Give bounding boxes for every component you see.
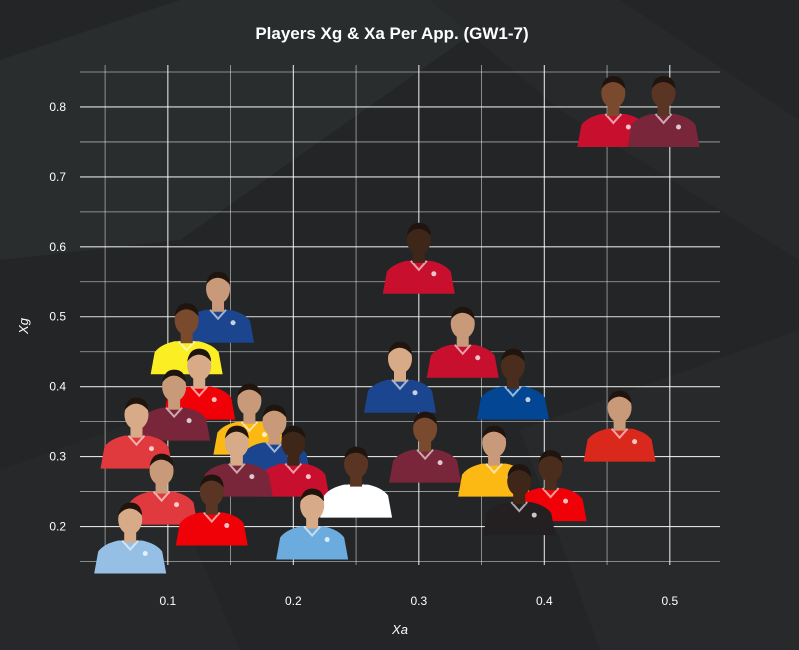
player-point: [583, 390, 656, 462]
y-axis-label: Xg: [16, 317, 31, 335]
player-head: [199, 476, 224, 507]
player-shirt: [389, 449, 462, 483]
player-point: [276, 488, 349, 560]
player-head: [162, 371, 187, 402]
player-shirt: [138, 407, 211, 441]
player-shirt: [125, 491, 198, 525]
player-point: [426, 306, 499, 378]
player-head: [206, 273, 231, 304]
player-shirt: [382, 260, 455, 294]
player-point: [483, 464, 556, 536]
player-head: [224, 427, 249, 458]
player-shirt: [483, 502, 556, 536]
player-head: [300, 490, 325, 521]
player-head: [450, 308, 475, 339]
player-head: [187, 350, 212, 381]
player-point: [138, 369, 211, 441]
player-head: [174, 305, 199, 336]
x-tick-label: 0.2: [285, 594, 302, 608]
x-axis-ticks: 0.1 0.2 0.3 0.4 0.5: [159, 594, 678, 608]
y-tick-label: 0.4: [49, 380, 66, 394]
player-head: [406, 224, 431, 255]
player-shirt: [364, 379, 436, 413]
player-shirt: [182, 309, 255, 343]
x-tick-label: 0.5: [661, 594, 678, 608]
player-point: [320, 446, 393, 518]
player-point: [627, 75, 700, 147]
player-shirt: [476, 386, 549, 420]
player-head: [344, 448, 369, 479]
y-tick-label: 0.2: [49, 520, 66, 534]
player-head: [500, 350, 525, 381]
player-shirt: [150, 341, 223, 375]
player-shirt: [276, 526, 349, 560]
player-shirt: [257, 463, 330, 497]
player-head: [651, 77, 676, 108]
player-shirt: [426, 344, 499, 378]
player-head: [149, 455, 174, 486]
player-head: [413, 413, 438, 444]
player-head: [388, 343, 412, 374]
y-axis-ticks: 0.2 0.3 0.4 0.5 0.6 0.7 0.8: [49, 100, 66, 534]
player-shirt: [175, 512, 248, 546]
y-tick-label: 0.6: [49, 240, 66, 254]
player-shirt: [94, 540, 167, 574]
data-points: [94, 75, 700, 574]
x-tick-label: 0.1: [159, 594, 176, 608]
chart-title: Players Xg & Xa Per App. (GW1-7): [255, 24, 528, 43]
player-point: [182, 271, 255, 343]
y-tick-label: 0.3: [49, 450, 66, 464]
player-head: [281, 427, 306, 458]
player-head: [118, 504, 143, 535]
player-point: [175, 474, 248, 546]
player-head: [607, 392, 632, 423]
player-point: [476, 348, 549, 420]
x-axis-label: Xa: [391, 622, 408, 637]
player-head: [507, 466, 532, 497]
player-point: [382, 222, 455, 294]
player-shirt: [320, 484, 393, 518]
player-point: [94, 502, 167, 574]
player-point: [125, 453, 198, 525]
player-head: [482, 427, 507, 458]
y-tick-label: 0.5: [49, 310, 66, 324]
player-head: [538, 452, 563, 483]
player-head: [601, 77, 626, 108]
player-point: [257, 425, 330, 497]
player-head: [262, 406, 287, 437]
x-tick-label: 0.4: [536, 594, 553, 608]
x-tick-label: 0.3: [410, 594, 427, 608]
player-point: [364, 341, 436, 413]
player-shirt: [583, 428, 656, 462]
y-tick-label: 0.7: [49, 170, 66, 184]
player-head: [124, 399, 149, 430]
player-head: [237, 385, 262, 416]
player-shirt: [627, 113, 700, 147]
player-point: [389, 411, 462, 483]
y-tick-label: 0.8: [49, 100, 66, 114]
